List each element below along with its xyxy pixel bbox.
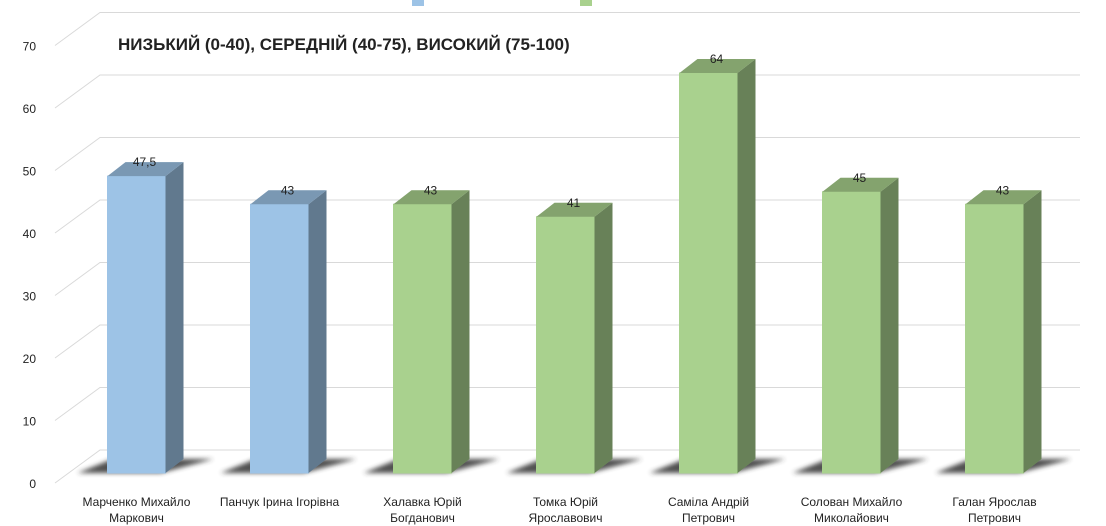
x-tick-label: Ярославович (529, 511, 603, 525)
x-tick-label: Петрович (682, 511, 735, 525)
bar-side-shade (165, 162, 184, 473)
bar-top-shade (679, 59, 756, 73)
grid-line (54, 137, 1080, 171)
x-tick-label: Петрович (968, 511, 1021, 525)
bar-front (965, 203, 1024, 474)
bar-top-shade (107, 162, 184, 177)
bar-side-shade (737, 59, 756, 473)
bar (965, 190, 1042, 474)
y-tick-label: 50 (23, 165, 37, 179)
y-tick-label: 60 (23, 102, 37, 116)
y-tick-label: 20 (23, 352, 37, 366)
bar (250, 190, 327, 474)
y-tick-label: 10 (23, 415, 37, 429)
x-tick-label: Богданович (390, 511, 455, 525)
bar-side-shade (308, 190, 327, 473)
value-label: 41 (567, 196, 581, 210)
bar-top-shade (822, 177, 899, 192)
bar-front (107, 175, 166, 474)
bar-top (393, 190, 470, 205)
bar (393, 190, 470, 474)
bar-front (536, 216, 595, 474)
bar-top-shade (393, 190, 470, 205)
bar-side (594, 202, 613, 473)
bar-top (536, 202, 613, 217)
x-tick-label: Марченко Михайло (83, 495, 191, 509)
bar-side (451, 190, 470, 473)
x-tick-label: Панчук Ірина Ігорівна (220, 495, 340, 509)
chart-title: НИЗЬКИЙ (0-40), СЕРЕДНІЙ (40-75), ВИСОКИ… (118, 35, 570, 54)
value-label: 43 (424, 183, 438, 197)
bar-side-shade (451, 190, 470, 473)
legend-swatch (412, 0, 424, 6)
bar-top-shade (965, 190, 1042, 205)
y-tick-label: 40 (23, 227, 37, 241)
bar (679, 59, 756, 474)
bar-side (880, 177, 899, 473)
value-label: 43 (996, 183, 1010, 197)
bar-top-shade (250, 190, 327, 205)
bar-side-shade (880, 177, 899, 473)
bar-side (1023, 190, 1042, 473)
value-label: 64 (710, 52, 724, 66)
grid-line (54, 74, 1080, 109)
y-tick-label: 30 (23, 290, 37, 304)
bar-top-shade (536, 202, 613, 217)
bar-front (393, 203, 452, 474)
y-tick-label: 70 (23, 40, 37, 54)
bar-top (107, 162, 184, 177)
bar-side (165, 162, 184, 473)
bar-front (250, 203, 309, 474)
bar-side-shade (1023, 190, 1042, 473)
value-label: 47,5 (133, 155, 157, 169)
x-tick-label: Халавка Юрій (383, 495, 461, 509)
bar-side (308, 190, 327, 473)
bar-side-shade (594, 202, 613, 473)
bar-top (965, 190, 1042, 205)
x-tick-label: Саміла Андрій (668, 495, 749, 509)
legend-swatch (580, 0, 592, 6)
x-tick-label: Маркович (109, 511, 164, 525)
value-label: 45 (853, 171, 867, 185)
bar-top (679, 59, 756, 73)
bar-front (679, 72, 738, 474)
bar-side (737, 59, 756, 473)
x-tick-label: Галан Ярослав (952, 495, 1036, 509)
bar (536, 202, 613, 474)
bar-top (822, 177, 899, 192)
x-tick-label: Томка Юрій (533, 495, 598, 509)
grid-line (54, 12, 1080, 46)
bar-front (822, 191, 881, 474)
bar-top (250, 190, 327, 205)
x-tick-label: Солован Михайло (801, 495, 903, 509)
y-tick-label: 0 (29, 477, 36, 491)
value-label: 43 (281, 183, 295, 197)
bar (107, 162, 184, 474)
x-tick-label: Миколайович (814, 511, 889, 525)
grid (54, 12, 1080, 484)
bar (822, 177, 899, 474)
